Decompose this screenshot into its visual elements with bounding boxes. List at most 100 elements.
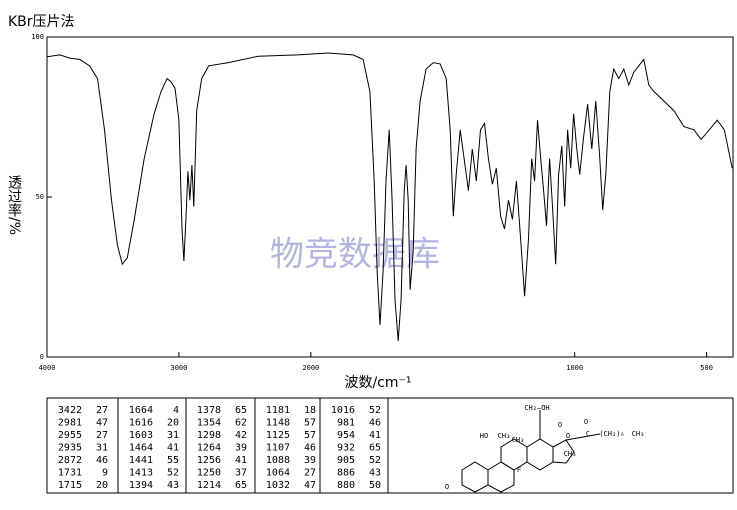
plot-frame — [46, 36, 734, 358]
peak-wavenumber: 1032 — [266, 480, 290, 491]
peak-wavenumber: 1464 — [129, 443, 153, 454]
peak-wavenumber: 2955 — [58, 430, 82, 441]
structure-label: CH₃ — [512, 436, 525, 444]
peak-transmittance: 20 — [167, 418, 179, 429]
peak-transmittance: 39 — [304, 455, 316, 466]
peak-transmittance: 31 — [167, 430, 179, 441]
peak-transmittance: 65 — [369, 443, 381, 454]
peak-transmittance: 62 — [235, 418, 247, 429]
peak-transmittance: 31 — [96, 443, 108, 454]
peak-wavenumber: 1064 — [266, 468, 290, 479]
peak-transmittance: 52 — [369, 455, 381, 466]
peak-transmittance: 55 — [167, 455, 179, 466]
structure-label: C — [586, 430, 590, 438]
peak-wavenumber: 1107 — [266, 443, 290, 454]
peak-wavenumber: 1715 — [58, 480, 82, 491]
structure-label: O — [566, 432, 570, 440]
peak-transmittance: 52 — [167, 468, 179, 479]
peak-transmittance: 18 — [304, 405, 316, 416]
peak-transmittance: 27 — [96, 405, 108, 416]
peak-transmittance: 27 — [304, 468, 316, 479]
peak-wavenumber: 1731 — [58, 468, 82, 479]
peak-transmittance: 50 — [369, 480, 381, 491]
structure-label: CH₃ — [498, 432, 511, 440]
ring — [526, 438, 554, 471]
peak-wavenumber: 1394 — [129, 480, 153, 491]
peak-wavenumber: 1603 — [129, 430, 153, 441]
peak-transmittance: 57 — [304, 418, 316, 429]
peak-wavenumber: 981 — [337, 418, 355, 429]
y-tick-label: 50 — [36, 193, 44, 201]
peak-transmittance: 43 — [369, 468, 381, 479]
x-tick-label: 1000 — [566, 364, 583, 372]
peak-wavenumber: 1354 — [197, 418, 221, 429]
structure-label: O — [445, 483, 449, 491]
peak-transmittance: 46 — [96, 455, 108, 466]
x-axis-label: 波数/cm⁻¹ — [344, 375, 411, 391]
watermark: 物竞数据库 — [270, 235, 440, 275]
peak-transmittance: 52 — [369, 405, 381, 416]
peak-transmittance: 9 — [102, 468, 108, 479]
peak-wavenumber: 905 — [337, 455, 355, 466]
peak-wavenumber: 2981 — [58, 418, 82, 429]
peak-wavenumber: 1256 — [197, 455, 221, 466]
spectrum-line — [46, 52, 733, 342]
peak-wavenumber: 1664 — [129, 405, 153, 416]
structure-label: O — [558, 421, 562, 429]
peak-wavenumber: 1441 — [129, 455, 153, 466]
peak-wavenumber: 1181 — [266, 405, 290, 416]
peak-wavenumber: 932 — [337, 443, 355, 454]
peak-transmittance: 39 — [235, 443, 247, 454]
peak-transmittance: 42 — [235, 430, 247, 441]
peak-transmittance: 57 — [304, 430, 316, 441]
y-axis-label: 透过率/% — [6, 175, 22, 235]
structure-label: CH₂—OH — [524, 404, 549, 412]
y-tick-label: 0 — [40, 353, 44, 361]
structure-label: CH₃ — [564, 450, 577, 458]
peak-transmittance: 41 — [369, 430, 381, 441]
structure-label: HO — [480, 432, 488, 440]
ring — [487, 461, 515, 493]
peak-transmittance: 65 — [235, 405, 247, 416]
peak-wavenumber: 1088 — [266, 455, 290, 466]
peak-transmittance: 4 — [173, 405, 179, 416]
x-tick-label: 500 — [700, 364, 713, 372]
peak-wavenumber: 1016 — [331, 405, 355, 416]
ring — [461, 461, 489, 493]
structure-label: CH₃ — [632, 430, 645, 438]
peak-transmittance: 47 — [96, 418, 108, 429]
peak-transmittance: 37 — [235, 468, 247, 479]
peak-wavenumber: 1413 — [129, 468, 153, 479]
peak-wavenumber: 880 — [337, 480, 355, 491]
ring — [552, 439, 575, 464]
peak-transmittance: 20 — [96, 480, 108, 491]
structure — [461, 410, 601, 493]
peak-transmittance: 46 — [369, 418, 381, 429]
peak-table-frame — [46, 397, 734, 494]
peak-transmittance: 43 — [167, 480, 179, 491]
peak-wavenumber: 1378 — [197, 405, 221, 416]
peak-wavenumber: 2935 — [58, 443, 82, 454]
peak-transmittance: 47 — [304, 480, 316, 491]
peak-transmittance: 46 — [304, 443, 316, 454]
peak-transmittance: 27 — [96, 430, 108, 441]
x-tick-label: 3000 — [170, 364, 187, 372]
chart-title: KBr压片法 — [8, 14, 75, 30]
x-tick-label: 4000 — [39, 364, 56, 372]
peak-wavenumber: 1214 — [197, 480, 221, 491]
bond — [565, 433, 601, 441]
peak-wavenumber: 1298 — [197, 430, 221, 441]
peak-transmittance: 41 — [167, 443, 179, 454]
peak-wavenumber: 886 — [337, 468, 355, 479]
peak-wavenumber: 1616 — [129, 418, 153, 429]
y-tick-label: 100 — [31, 33, 44, 41]
peak-transmittance: 65 — [235, 480, 247, 491]
peak-wavenumber: 1148 — [266, 418, 290, 429]
peak-wavenumber: 2872 — [58, 455, 82, 466]
structure-label: O — [584, 418, 588, 426]
peak-wavenumber: 1250 — [197, 468, 221, 479]
peak-wavenumber: 3422 — [58, 405, 82, 416]
peak-transmittance: 41 — [235, 455, 247, 466]
peak-wavenumber: 954 — [337, 430, 355, 441]
